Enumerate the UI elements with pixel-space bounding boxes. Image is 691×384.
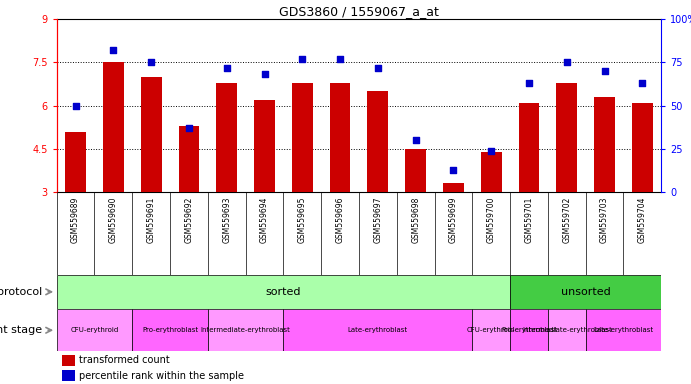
Bar <box>141 77 162 192</box>
Text: GSM559702: GSM559702 <box>562 196 571 243</box>
Text: development stage: development stage <box>0 325 42 335</box>
Bar <box>586 309 661 351</box>
Bar <box>254 100 275 192</box>
Bar <box>132 309 208 351</box>
Point <box>146 60 157 66</box>
Bar <box>62 355 75 366</box>
Text: percentile rank within the sample: percentile rank within the sample <box>79 371 245 381</box>
Bar <box>103 63 124 192</box>
Bar <box>57 309 132 351</box>
Title: GDS3860 / 1559067_a_at: GDS3860 / 1559067_a_at <box>279 5 439 18</box>
Point <box>296 56 307 62</box>
Bar <box>443 184 464 192</box>
Text: GSM559693: GSM559693 <box>223 196 231 243</box>
Point <box>486 147 497 154</box>
Text: GSM559698: GSM559698 <box>411 196 420 243</box>
Text: GSM559690: GSM559690 <box>109 196 118 243</box>
Bar <box>65 132 86 192</box>
Point <box>70 103 81 109</box>
Bar <box>283 309 473 351</box>
Text: unsorted: unsorted <box>561 287 611 297</box>
Point <box>221 65 232 71</box>
Bar <box>548 309 586 351</box>
Point <box>524 80 535 86</box>
Bar <box>208 309 283 351</box>
Text: GSM559703: GSM559703 <box>600 196 609 243</box>
Bar <box>632 103 653 192</box>
Point <box>448 167 459 173</box>
Text: GSM559692: GSM559692 <box>184 196 193 243</box>
Point <box>561 60 572 66</box>
Text: GSM559700: GSM559700 <box>486 196 495 243</box>
Bar <box>178 126 199 192</box>
Text: Late-erythroblast: Late-erythroblast <box>594 327 654 333</box>
Text: Pro-erythroblast: Pro-erythroblast <box>501 327 557 333</box>
Text: Late-erythroblast: Late-erythroblast <box>348 327 408 333</box>
Point <box>372 65 384 71</box>
Point <box>334 56 346 62</box>
Bar <box>473 309 510 351</box>
Text: Intermediate-erythroblast: Intermediate-erythroblast <box>200 327 290 333</box>
Text: GSM559704: GSM559704 <box>638 196 647 243</box>
Point <box>599 68 610 74</box>
Text: GSM559696: GSM559696 <box>336 196 345 243</box>
Bar <box>330 83 350 192</box>
Point <box>183 125 194 131</box>
Bar <box>519 103 540 192</box>
Text: GSM559694: GSM559694 <box>260 196 269 243</box>
Text: sorted: sorted <box>265 287 301 297</box>
Point <box>410 137 422 143</box>
Text: CFU-erythroid: CFU-erythroid <box>467 327 515 333</box>
Text: Pro-erythroblast: Pro-erythroblast <box>142 327 198 333</box>
Text: GSM559697: GSM559697 <box>373 196 382 243</box>
Point <box>108 47 119 53</box>
Text: protocol: protocol <box>0 287 42 297</box>
Bar <box>292 83 313 192</box>
Bar <box>368 91 388 192</box>
Text: transformed count: transformed count <box>79 356 170 366</box>
Bar <box>481 152 502 192</box>
Bar <box>510 275 661 309</box>
Bar <box>405 149 426 192</box>
Bar <box>594 97 615 192</box>
Bar <box>57 275 510 309</box>
Point <box>637 80 648 86</box>
Text: GSM559695: GSM559695 <box>298 196 307 243</box>
Text: GSM559701: GSM559701 <box>524 196 533 243</box>
Bar <box>556 83 577 192</box>
Text: CFU-erythroid: CFU-erythroid <box>70 327 119 333</box>
Text: GSM559689: GSM559689 <box>71 196 80 243</box>
Text: GSM559699: GSM559699 <box>449 196 458 243</box>
Text: Intermediate-erythroblast: Intermediate-erythroblast <box>522 327 612 333</box>
Bar <box>216 83 237 192</box>
Point <box>259 71 270 78</box>
Text: GSM559691: GSM559691 <box>146 196 155 243</box>
Bar <box>62 370 75 381</box>
Bar <box>510 309 548 351</box>
